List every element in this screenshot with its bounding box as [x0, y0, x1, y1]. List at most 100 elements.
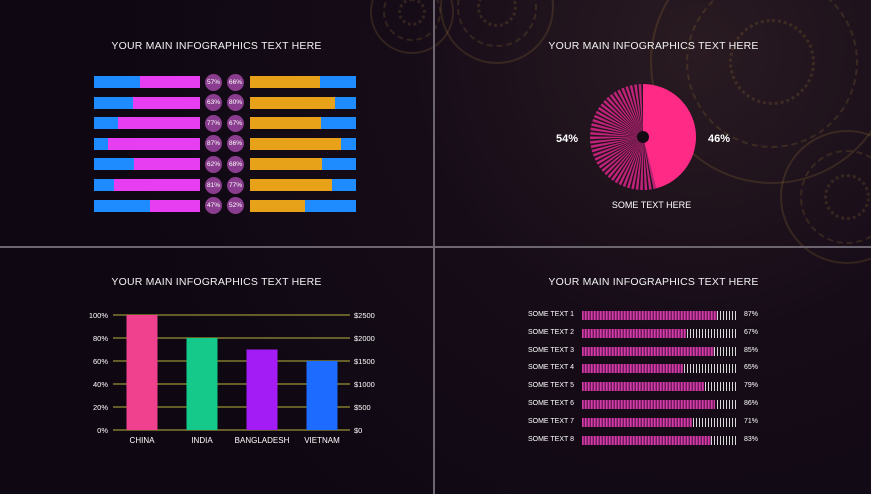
value-badge-right: 68%: [227, 155, 244, 173]
value-badge-left: 62%: [205, 155, 222, 173]
pie-slice-left: [590, 84, 657, 190]
bar-segment-blue: [341, 137, 356, 150]
pie-stripe: [593, 114, 643, 137]
bar-fill: [582, 382, 705, 392]
pie-stripe: [597, 106, 643, 137]
column-bar: [186, 338, 218, 430]
row-percent: 83%: [744, 435, 759, 443]
pie-stripe: [618, 137, 643, 186]
panel-column-chart: YOUR MAIN INFOGRAPHICS TEXT HERE 0% $0 20%…: [0, 249, 433, 494]
bar-segment-magenta: [134, 158, 200, 171]
divider-horizontal: [0, 246, 871, 248]
bar-segment-blue: [319, 76, 356, 88]
pie-stripe: [592, 118, 643, 137]
bar-segment-orange: [250, 179, 332, 191]
pie-stripe: [590, 136, 643, 140]
bar-fill: [582, 364, 683, 374]
pie-stripe: [613, 91, 643, 137]
row-label: SOME TEXT 6: [527, 400, 574, 407]
bar-segment-magenta: [150, 199, 200, 212]
x-category-label: VIETNAM: [304, 436, 340, 445]
row-label: SOME TEXT 5: [527, 382, 574, 390]
x-category-label: CHINA: [130, 436, 156, 445]
row-percent: 87%: [744, 311, 759, 318]
right-stacked-bar: [250, 158, 356, 171]
value-badge-right: 80%: [227, 94, 244, 112]
bar-segment-orange: [250, 199, 306, 212]
value-badge-right: 66%: [227, 73, 244, 91]
bar-segment-blue: [94, 96, 134, 109]
value-badge-right: 52%: [227, 197, 244, 215]
panel-title: YOUR MAIN INFOGRAPHICS TEXT HERE: [548, 40, 759, 52]
pie-stripe: [614, 137, 643, 184]
bar-fill: [582, 346, 714, 356]
pie-stripe: [643, 137, 652, 190]
y-tick-right: $2500: [354, 311, 375, 320]
bar-segment-blue: [94, 179, 115, 191]
y-tick-right: $0: [354, 426, 362, 435]
row-label: SOME TEXT 1: [527, 311, 574, 318]
y-tick-left: 100%: [89, 311, 109, 320]
bar-fill: [582, 311, 717, 320]
pie-label-left: 54%: [556, 133, 579, 145]
column-chart: 0% $0 20% $500 40% $1000 60% $1500 80% $2000 100% $…: [89, 311, 375, 445]
pie-stripe: [606, 96, 643, 137]
bar-segment-orange: [250, 96, 335, 109]
bar-segment-magenta: [139, 76, 200, 88]
value-badge-left: 77%: [205, 114, 222, 132]
column-bar: [306, 361, 338, 430]
value-badge-left: 63%: [205, 94, 222, 112]
pie-stripe: [635, 137, 643, 190]
bar-segment-orange: [250, 158, 323, 171]
bar-segment-blue: [322, 158, 356, 171]
bar-segment-orange: [250, 76, 320, 88]
x-category-label: BANGLADESH: [235, 436, 290, 445]
right-stacked-bar: [250, 117, 356, 130]
bar-segment-blue: [334, 96, 356, 109]
pie-stripe: [590, 131, 643, 137]
left-stacked-bar: [94, 199, 200, 212]
row-percent: 79%: [744, 382, 759, 390]
right-stacked-bar: [250, 199, 356, 212]
row-label: SOME TEXT 4: [527, 364, 574, 372]
pie-label-right: 46%: [708, 133, 731, 145]
pie-stripe: [625, 86, 643, 137]
bar-segment-blue: [321, 117, 356, 130]
pie-stripe: [590, 127, 643, 137]
bar-segment-blue: [94, 199, 151, 212]
bar-fill: [582, 328, 686, 338]
pie-stripe: [601, 137, 643, 172]
pie-slice-right: [643, 84, 696, 189]
bar-segment-magenta: [133, 96, 200, 109]
bar-segment-magenta: [107, 137, 200, 150]
value-badge-right: 86%: [227, 135, 244, 153]
value-badge-right: 67%: [227, 114, 244, 132]
bar-segment-blue: [94, 137, 108, 150]
pie-stripe: [603, 99, 643, 137]
bar-segment-blue: [305, 199, 356, 212]
pie-stripe: [638, 84, 643, 137]
bar-segment-magenta: [118, 117, 200, 130]
pie-stripe: [604, 137, 643, 176]
pie-stripe: [631, 137, 643, 190]
left-stacked-bar: [94, 76, 200, 88]
y-tick-right: $500: [354, 403, 371, 412]
panel-title: YOUR MAIN INFOGRAPHICS TEXT HERE: [548, 276, 759, 288]
pie-caption: SOME TEXT HERE: [611, 200, 692, 210]
panel-pie-chart: YOUR MAIN INFOGRAPHICS TEXT HERE 54% 46%…: [436, 0, 871, 246]
y-tick-left: 80%: [93, 334, 108, 343]
row-label: SOME TEXT 2: [527, 328, 574, 336]
pie-stripe: [629, 85, 643, 137]
left-stacked-bar: [94, 137, 200, 150]
row-label: SOME TEXT 3: [527, 346, 574, 354]
left-stacked-bar: [94, 158, 200, 171]
pie-stripe: [643, 137, 657, 189]
y-tick-left: 20%: [93, 403, 108, 412]
right-stacked-bar: [250, 179, 356, 191]
pie-stripe: [622, 137, 643, 187]
panel-paired-bars: YOUR MAIN INFOGRAPHICS TEXT HERE 57% 66% 6…: [0, 0, 433, 246]
x-category-label: INDIA: [191, 436, 213, 445]
value-badge-right: 77%: [227, 176, 244, 194]
y-tick-left: 40%: [93, 380, 108, 389]
pie-stripe: [621, 87, 643, 137]
